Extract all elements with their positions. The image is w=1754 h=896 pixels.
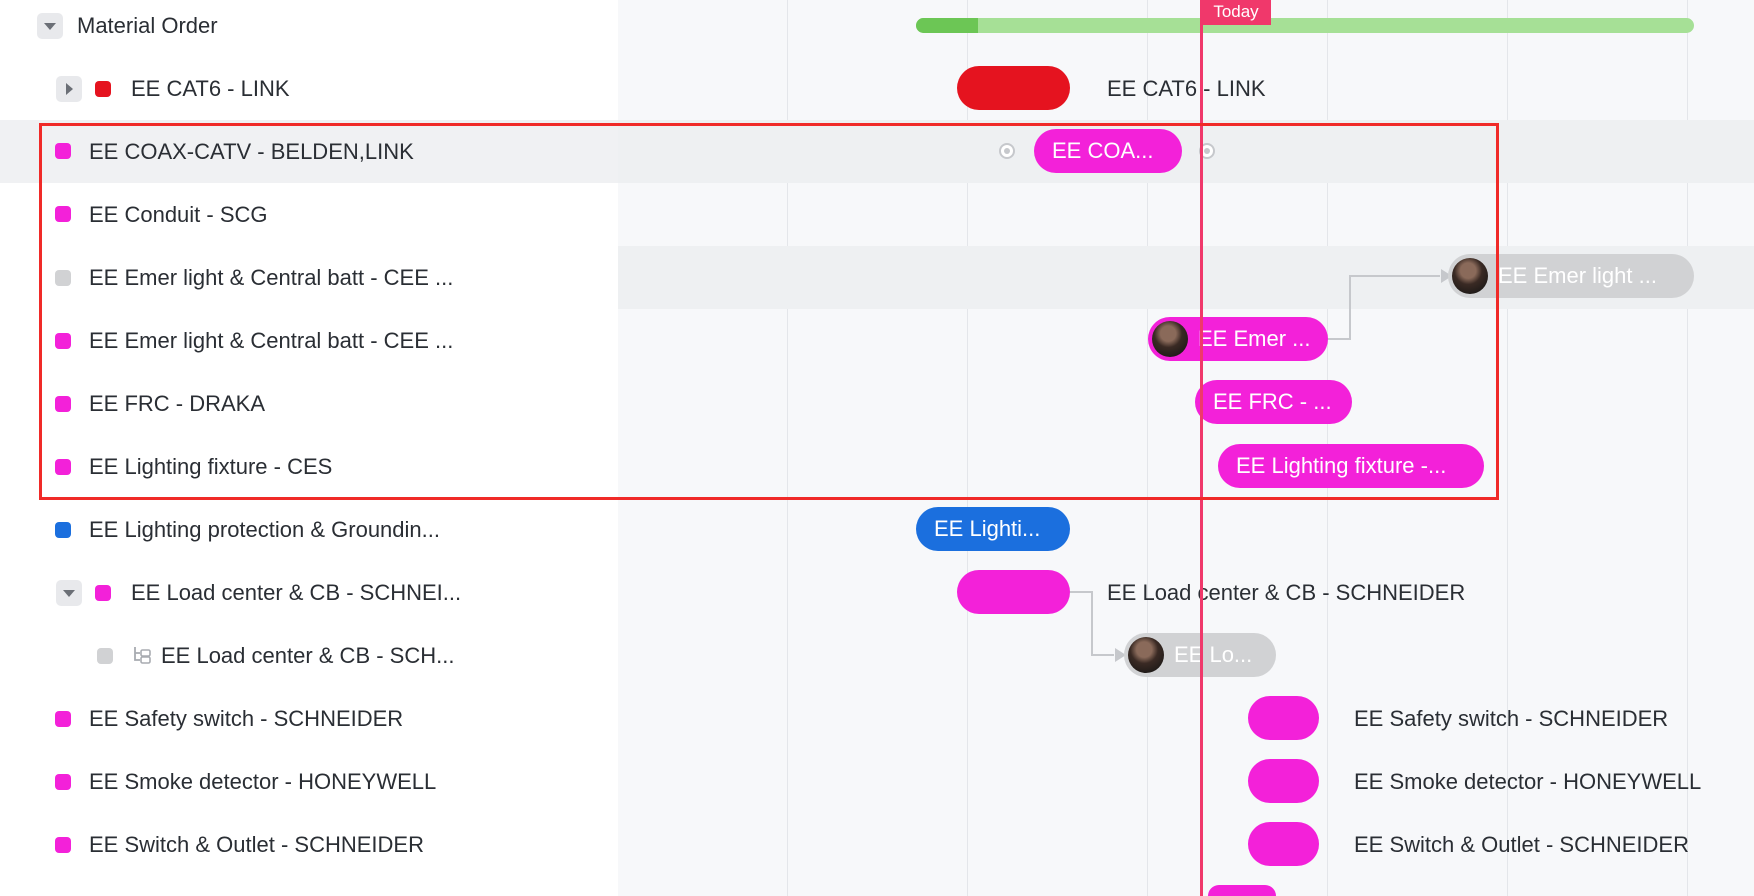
assignee-avatar[interactable] (1152, 321, 1188, 357)
subtask-icon (134, 647, 151, 664)
group-title: Material Order (77, 13, 218, 38)
task-bar-label: EE CAT6 - LINK (1107, 76, 1266, 101)
task-name[interactable]: EE Emer light & Central batt - CEE ... (89, 328, 454, 353)
assignee-avatar[interactable] (1452, 258, 1488, 294)
task-name[interactable]: EE Emer light & Central batt - CEE ... (89, 265, 454, 290)
group-header[interactable]: Material Order (0, 0, 618, 52)
today-line (1200, 0, 1203, 896)
task-bar[interactable] (957, 570, 1070, 614)
task-bar[interactable]: EE COA... (1034, 129, 1182, 173)
task-bar[interactable]: EE Emer ... (1148, 317, 1328, 361)
task-name[interactable]: EE FRC - DRAKA (89, 391, 266, 416)
task-name[interactable]: EE Load center & CB - SCH... (161, 643, 455, 668)
assignee-avatar[interactable] (1128, 637, 1164, 673)
task-name[interactable]: EE CAT6 - LINK (131, 76, 290, 101)
grid-line (1687, 0, 1688, 896)
status-color[interactable] (95, 81, 111, 97)
grid-line (1147, 0, 1148, 896)
grid-line (1507, 0, 1508, 896)
task-name[interactable]: EE Switch & Outlet - SCHNEIDER (89, 832, 424, 857)
collapse-toggle[interactable] (37, 13, 63, 39)
task-bar[interactable] (1248, 696, 1319, 740)
status-color[interactable] (95, 585, 111, 601)
status-color[interactable] (55, 837, 71, 853)
drag-handle-left[interactable] (999, 143, 1015, 159)
task-bar[interactable]: EE FRC - ... (1195, 380, 1352, 424)
task-name[interactable]: EE Conduit - SCG (89, 202, 268, 227)
task-bar-label: EE Emer light ... (1498, 263, 1657, 288)
task-row-highlight (0, 120, 620, 183)
status-color[interactable] (55, 206, 71, 222)
task-bar-label: EE Safety switch - SCHNEIDER (1354, 706, 1669, 731)
expand-toggle[interactable] (56, 76, 82, 102)
status-color[interactable] (55, 143, 71, 159)
task-bar-label: EE Emer ... (1198, 326, 1311, 351)
task-bar-label: EE Lo... (1174, 642, 1253, 667)
task-name[interactable]: EE COAX-CATV - BELDEN,LINK (89, 139, 414, 164)
status-color[interactable] (97, 648, 113, 664)
status-color[interactable] (55, 711, 71, 727)
group-progress-bar[interactable] (916, 18, 1694, 33)
task-bar[interactable] (957, 66, 1070, 110)
task-bar[interactable]: EE Emer light ... (1448, 254, 1694, 298)
status-color[interactable] (55, 396, 71, 412)
chevron-down-icon (44, 23, 56, 30)
task-bar[interactable]: EE Lighting fixture -... (1218, 444, 1484, 488)
grid-line (967, 0, 968, 896)
task-bar[interactable] (1248, 759, 1319, 803)
today-badge: Today (1201, 0, 1271, 25)
task-name[interactable]: EE Load center & CB - SCHNEI... (131, 580, 462, 605)
collapse-toggle[interactable] (56, 580, 82, 606)
status-color[interactable] (55, 522, 71, 538)
chevron-down-icon (63, 590, 75, 597)
task-bar[interactable]: EE Lighti... (916, 507, 1070, 551)
timeline-row-highlight (618, 120, 1754, 183)
task-bar-label: EE Switch & Outlet - SCHNEIDER (1354, 832, 1689, 857)
task-bar-label: EE Smoke detector - HONEYWELL (1354, 769, 1702, 794)
task-name[interactable]: EE Smoke detector - HONEYWELL (89, 769, 437, 794)
task-bar-label: EE Load center & CB - SCHNEIDER (1107, 580, 1466, 605)
grid-line (787, 0, 788, 896)
status-color[interactable] (55, 774, 71, 790)
task-bar[interactable] (1248, 822, 1319, 866)
task-name[interactable]: EE Lighting protection & Groundin... (89, 517, 440, 542)
group-progress-fill (916, 18, 978, 33)
selection-box (39, 123, 1499, 500)
status-color[interactable] (55, 270, 71, 286)
status-color[interactable] (55, 459, 71, 475)
chevron-right-icon (66, 83, 73, 95)
task-list-panel: Material Order EE CAT6 - LINK EE COAX-CA… (0, 0, 620, 896)
task-bar[interactable] (1208, 885, 1276, 896)
task-name[interactable]: EE Safety switch - SCHNEIDER (89, 706, 404, 731)
status-color[interactable] (55, 333, 71, 349)
task-name[interactable]: EE Lighting fixture - CES (89, 454, 333, 479)
